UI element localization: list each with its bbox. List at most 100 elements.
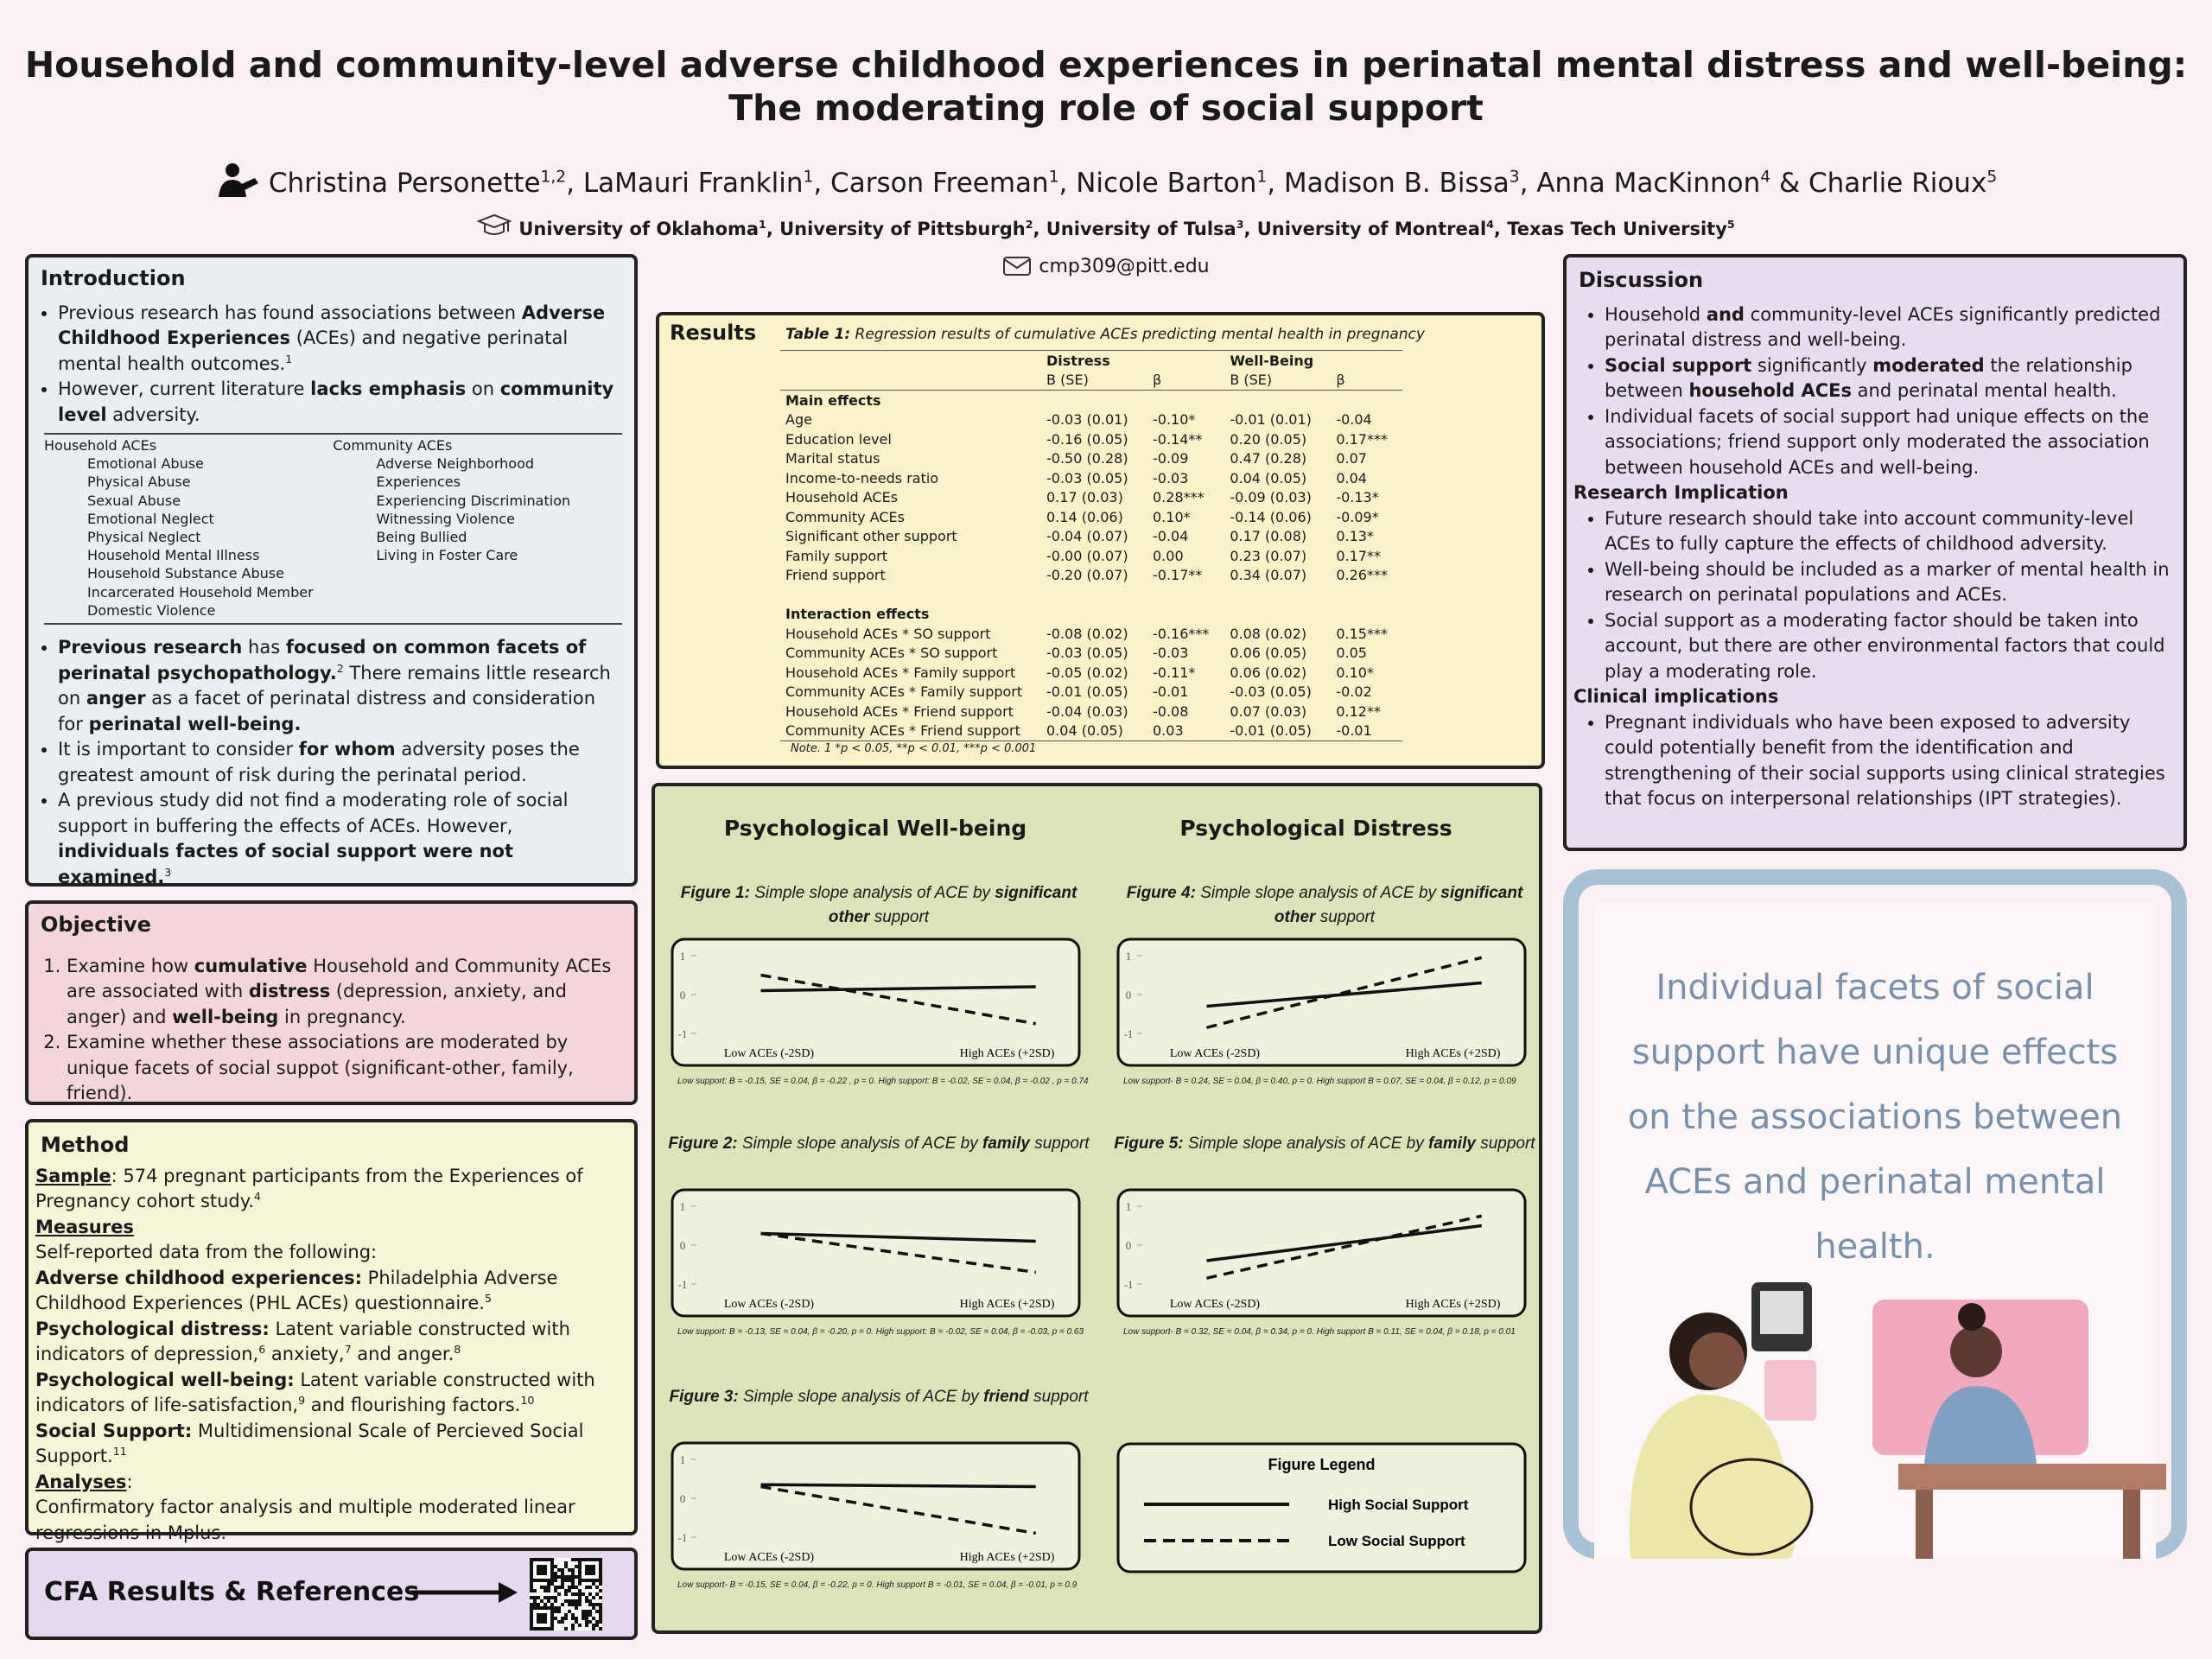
qr-module — [571, 1603, 575, 1606]
regression-table: Distress Well-Being B (SE) β B (SE) β Main eff… — [780, 350, 1402, 741]
table-cell: -0.05 (0.02) — [1046, 664, 1128, 681]
ace-item: Domestic Violence — [87, 601, 216, 619]
text-run: in pregnancy. — [278, 1006, 406, 1027]
qr-module — [599, 1596, 602, 1599]
bullet: Pregnant individuals who have been expos… — [1605, 710, 2175, 812]
bold-run: Table 1: — [785, 326, 851, 343]
table-cell: Age — [785, 411, 812, 429]
qr-module — [533, 1589, 537, 1592]
qr-module — [554, 1575, 557, 1579]
bold-run: significant other — [828, 884, 1077, 926]
x-tick-label: High ACEs (+2SD) — [1406, 1047, 1501, 1060]
qr-module — [561, 1582, 564, 1586]
discussion-panel: Discussion Household and community-level… — [1563, 254, 2187, 851]
figure-caption: Figure 5: Simple slope analysis of ACE b… — [1113, 1132, 1536, 1156]
superscript: 2 — [336, 661, 344, 675]
qr-module — [585, 1572, 588, 1575]
table-cell: -0.03 (0.05) — [1230, 683, 1312, 701]
table-row: Interaction effects — [780, 605, 1402, 625]
bullet: Social support as a moderating factor sh… — [1605, 608, 2175, 685]
qr-module — [550, 1603, 554, 1606]
qr-module — [568, 1599, 571, 1603]
qr-module — [550, 1617, 554, 1620]
text-run: (depression, anxiety, and anger) and — [67, 981, 567, 1027]
bold-run: Previous research — [58, 637, 243, 658]
table-cell: 0.14 (0.06) — [1046, 508, 1123, 525]
qr-module — [537, 1579, 540, 1582]
table-cell: -0.08 — [1153, 702, 1189, 720]
superscript: 1,2 — [540, 168, 567, 187]
qr-module — [540, 1613, 543, 1617]
qr-module — [537, 1603, 540, 1606]
text-run: Social support as a moderating factor sh… — [1605, 609, 2165, 682]
figure-note: Low support: B = -0.13, SE = 0.04, β = -… — [677, 1327, 1084, 1337]
superscript: 9 — [298, 1394, 306, 1407]
qr-module — [561, 1579, 564, 1582]
qr-module — [543, 1589, 547, 1592]
qr-module — [578, 1582, 582, 1586]
bold-run: distress — [248, 981, 331, 1001]
figure-note: Low support- B = 0.24, SE = 0.04, β = 0.… — [1123, 1077, 1516, 1086]
series-line — [760, 1484, 1037, 1535]
qr-module — [537, 1558, 540, 1561]
series-line — [760, 1483, 1036, 1489]
qr-module — [530, 1572, 533, 1575]
qr-module — [571, 1599, 575, 1603]
qr-module — [575, 1620, 578, 1624]
qr-code[interactable] — [530, 1558, 602, 1630]
bold-run: lacks emphasis — [310, 378, 467, 399]
superscript: 1 — [759, 218, 766, 231]
table-cell: 0.06 (0.05) — [1230, 645, 1307, 662]
table-cell: 0.26*** — [1336, 567, 1388, 584]
bullet-list: Pregnant individuals who have been expos… — [1573, 710, 2175, 812]
qr-module — [571, 1624, 575, 1627]
bold-run: Psychological distress: — [35, 1318, 270, 1339]
text-run: Philadelphia Adverse Childhood Experienc… — [35, 1267, 558, 1314]
qr-module — [530, 1596, 533, 1599]
qr-module — [547, 1579, 550, 1582]
qr-module — [568, 1575, 571, 1579]
author-list: Christina Personette1,2, LaMauri Frankli… — [269, 168, 1997, 199]
qr-module — [557, 1575, 561, 1579]
qr-module — [599, 1572, 602, 1575]
cfa-panel[interactable]: CFA Results & References — [25, 1548, 638, 1640]
text-run: support — [1029, 1135, 1090, 1153]
table-cell: -0.09* — [1336, 508, 1379, 525]
qr-module — [592, 1579, 595, 1582]
superscript: 4 — [1760, 168, 1771, 187]
section-header: Main effects — [785, 391, 881, 409]
table-cell: -0.10* — [1153, 411, 1196, 429]
section-title: Discussion — [1579, 268, 1704, 292]
qr-module — [564, 1599, 568, 1603]
qr-module — [571, 1586, 575, 1589]
superscript: 1 — [1048, 168, 1059, 187]
qr-module — [561, 1617, 564, 1620]
x-tick-label: Low ACEs (-2SD) — [724, 1298, 815, 1311]
qr-module — [530, 1624, 533, 1627]
bullet: Examine whether these associations are m… — [67, 1030, 622, 1107]
qr-module — [533, 1558, 537, 1561]
qr-module — [537, 1617, 540, 1620]
bullet: Well-being should be included as a marke… — [1605, 557, 2175, 608]
text-run: support — [869, 908, 930, 926]
text-run: Future research should take into account… — [1605, 507, 2134, 555]
quote-panel: Individual facets of social support have… — [1563, 869, 2187, 1560]
table-caption: Table 1: Regression results of cumulativ… — [785, 326, 1425, 343]
table-cell: 0.15*** — [1336, 625, 1388, 642]
bullet-list: Future research should take into account… — [1573, 506, 2175, 685]
qr-module — [543, 1586, 547, 1589]
superscript: 1 — [1256, 168, 1268, 187]
table-cell: -0.01 (0.01) — [1230, 411, 1312, 429]
table-cell: -0.14 (0.06) — [1230, 508, 1312, 525]
text-run: adversity. — [106, 404, 200, 425]
bullet: A previous study did not find a moderati… — [58, 788, 622, 890]
text-run: , University of Tulsa — [1033, 219, 1236, 239]
text-run: support — [1028, 1388, 1089, 1406]
text-run: significantly — [1751, 354, 1873, 376]
qr-module — [571, 1627, 575, 1630]
table-cell: -0.08 (0.02) — [1046, 625, 1128, 642]
table-cell: -0.09 (0.03) — [1230, 489, 1312, 506]
qr-module — [554, 1565, 557, 1568]
table-cell: -0.04 — [1336, 411, 1372, 429]
text-run: Christina Personette — [268, 168, 541, 199]
